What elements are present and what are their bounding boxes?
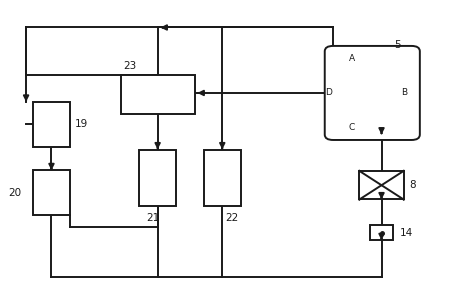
- Bar: [33, 170, 70, 215]
- Bar: [139, 150, 176, 206]
- FancyBboxPatch shape: [325, 46, 420, 140]
- Text: D: D: [325, 89, 332, 97]
- Bar: [359, 171, 404, 199]
- Text: 21: 21: [146, 213, 160, 223]
- Bar: [204, 150, 241, 206]
- Text: 8: 8: [410, 180, 416, 190]
- Bar: [33, 102, 70, 147]
- Text: C: C: [348, 123, 355, 132]
- Text: 22: 22: [225, 213, 238, 223]
- Bar: [121, 75, 194, 114]
- Bar: [370, 225, 393, 240]
- Text: 19: 19: [75, 119, 88, 129]
- Text: 14: 14: [400, 228, 413, 238]
- Text: 20: 20: [8, 188, 21, 198]
- Text: B: B: [401, 89, 407, 97]
- Text: 5: 5: [394, 40, 401, 50]
- Text: A: A: [349, 54, 355, 63]
- Text: 23: 23: [123, 61, 137, 71]
